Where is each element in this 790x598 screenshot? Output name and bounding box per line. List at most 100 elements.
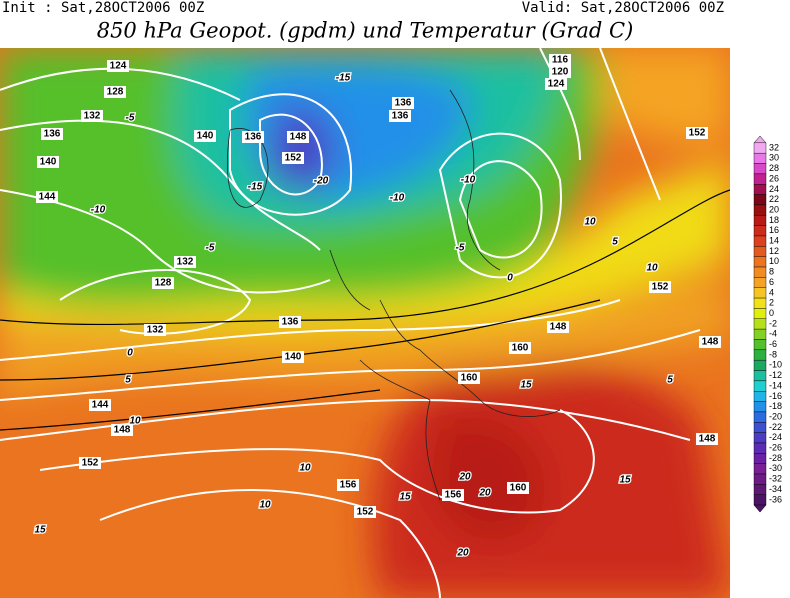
- contour-label-text: 128: [107, 87, 124, 98]
- colorbar-swatch: [753, 453, 767, 464]
- contour-label-text: -15: [336, 73, 351, 84]
- colorbar-swatch: [753, 411, 767, 423]
- contour-label: 128: [104, 86, 126, 98]
- label-box: [649, 281, 671, 293]
- colorbar-label: 0: [769, 308, 774, 318]
- colorbar-label: -10: [769, 360, 782, 370]
- colorbar-label: 18: [769, 215, 779, 225]
- label-box: [111, 424, 133, 436]
- contour-label-text: 136: [44, 129, 61, 140]
- contour-label-text: 152: [689, 128, 706, 139]
- contour-label: 160: [509, 342, 531, 354]
- contour-label-text: 10: [259, 500, 271, 511]
- colorbar: 32302826242220181614121086420-2-4-6-8-10…: [753, 135, 782, 513]
- contour-label-text: -5: [126, 113, 135, 124]
- contour-label: 0: [126, 346, 135, 360]
- contour-label-text: 10: [129, 416, 141, 427]
- colorbar-swatch: [753, 349, 767, 361]
- label-box: [507, 482, 529, 494]
- map-area: 124 128 132 136 140 140 144 152 148 136 132 128 132 1…: [0, 48, 730, 598]
- contour-label-text: 116: [552, 55, 569, 66]
- contour-label-text: 136: [245, 132, 262, 143]
- contour-label-text: -10: [390, 193, 405, 204]
- contour-label: -10: [389, 191, 406, 205]
- colorbar-swatch: [753, 256, 767, 268]
- colorbar-swatch: [753, 463, 767, 475]
- label-box: [79, 457, 101, 469]
- contour-labels: 124 128 132 136 140 140 144 152 148 136 132 128 132 1…: [33, 54, 721, 560]
- contour-label: 5: [124, 373, 133, 387]
- colorbar-swatch: [753, 297, 767, 309]
- contour-label-text: 156: [445, 490, 462, 501]
- contour-label: -20: [313, 174, 330, 188]
- contour-label-text: 132: [147, 325, 164, 336]
- colorbar-label: -30: [769, 463, 782, 473]
- colorbar-swatch: [753, 184, 767, 195]
- contour-label: 144: [89, 399, 111, 411]
- contour-label: 15: [618, 473, 632, 487]
- colorbar-swatch: [753, 328, 767, 340]
- colorbar-swatch: [753, 287, 767, 299]
- colorbar-swatch: [753, 277, 767, 288]
- label-box: [37, 156, 59, 168]
- contour-label-text: 10: [584, 217, 596, 228]
- colorbar-label: 28: [769, 163, 779, 173]
- contour-label-text: 136: [395, 98, 412, 109]
- label-box: [152, 277, 174, 289]
- contour-label-text: 148: [290, 132, 307, 143]
- contour-label-text: 152: [357, 507, 374, 518]
- contour-label: 148: [696, 433, 718, 445]
- colorbar-swatch: [753, 318, 767, 330]
- contour-label: 132: [174, 256, 196, 268]
- contour-label: 20: [455, 546, 470, 560]
- contour-label: 132: [81, 110, 103, 122]
- contour-label: 148: [699, 336, 721, 348]
- contour-label-text: 15: [399, 492, 411, 503]
- colorbar-label: 26: [769, 173, 779, 183]
- colorbar-label: 4: [769, 287, 774, 297]
- label-box: [545, 78, 567, 90]
- valid-time: Valid: Sat,28OCT2006 00Z: [522, 0, 724, 16]
- colorbar-swatch: [753, 308, 767, 319]
- contour-label: -15: [247, 180, 264, 194]
- contour-label-text: 140: [285, 352, 302, 363]
- label-box: [36, 191, 58, 203]
- contour-label-text: 152: [652, 282, 669, 293]
- colorbar-label: 22: [769, 194, 779, 204]
- colorbar-swatch: [753, 163, 767, 175]
- colorbar-label: -24: [769, 432, 782, 442]
- label-box: [89, 399, 111, 411]
- contour-label-text: 128: [155, 278, 172, 289]
- contour-label-text: -20: [314, 176, 329, 187]
- colorbar-label: -26: [769, 443, 782, 453]
- contour-label-text: 15: [619, 475, 631, 486]
- contour-label-text: 140: [197, 131, 214, 142]
- contour-label-text: 0: [127, 348, 133, 359]
- label-box: [104, 86, 126, 98]
- label-box: [287, 131, 309, 143]
- contour-label-text: 124: [110, 61, 127, 72]
- label-box: [194, 130, 216, 142]
- contour-label: -5: [124, 111, 136, 125]
- colorbar-label: -14: [769, 380, 782, 390]
- contour-label: 20: [457, 470, 472, 484]
- colorbar-label: 10: [769, 256, 779, 266]
- contour-label-text: 15: [34, 525, 46, 536]
- contour-label-text: -10: [461, 175, 476, 186]
- contour-label: 5: [666, 373, 675, 387]
- colorbar-swatch: [753, 401, 767, 413]
- contour-label: 136: [392, 97, 414, 109]
- colorbar-swatch: [753, 359, 767, 371]
- contour-label: 148: [547, 321, 569, 333]
- contour-label: 15: [519, 378, 533, 392]
- colorbar-swatch: [753, 142, 767, 154]
- contour-label: 10: [128, 414, 142, 428]
- label-box: [282, 351, 304, 363]
- contour-label: 156: [337, 479, 359, 491]
- label-box: [696, 433, 718, 445]
- colorbar-swatch: [753, 442, 767, 454]
- contour-label: 160: [507, 482, 529, 494]
- contour-label: 144: [36, 191, 58, 203]
- colorbar-swatch: [753, 380, 767, 392]
